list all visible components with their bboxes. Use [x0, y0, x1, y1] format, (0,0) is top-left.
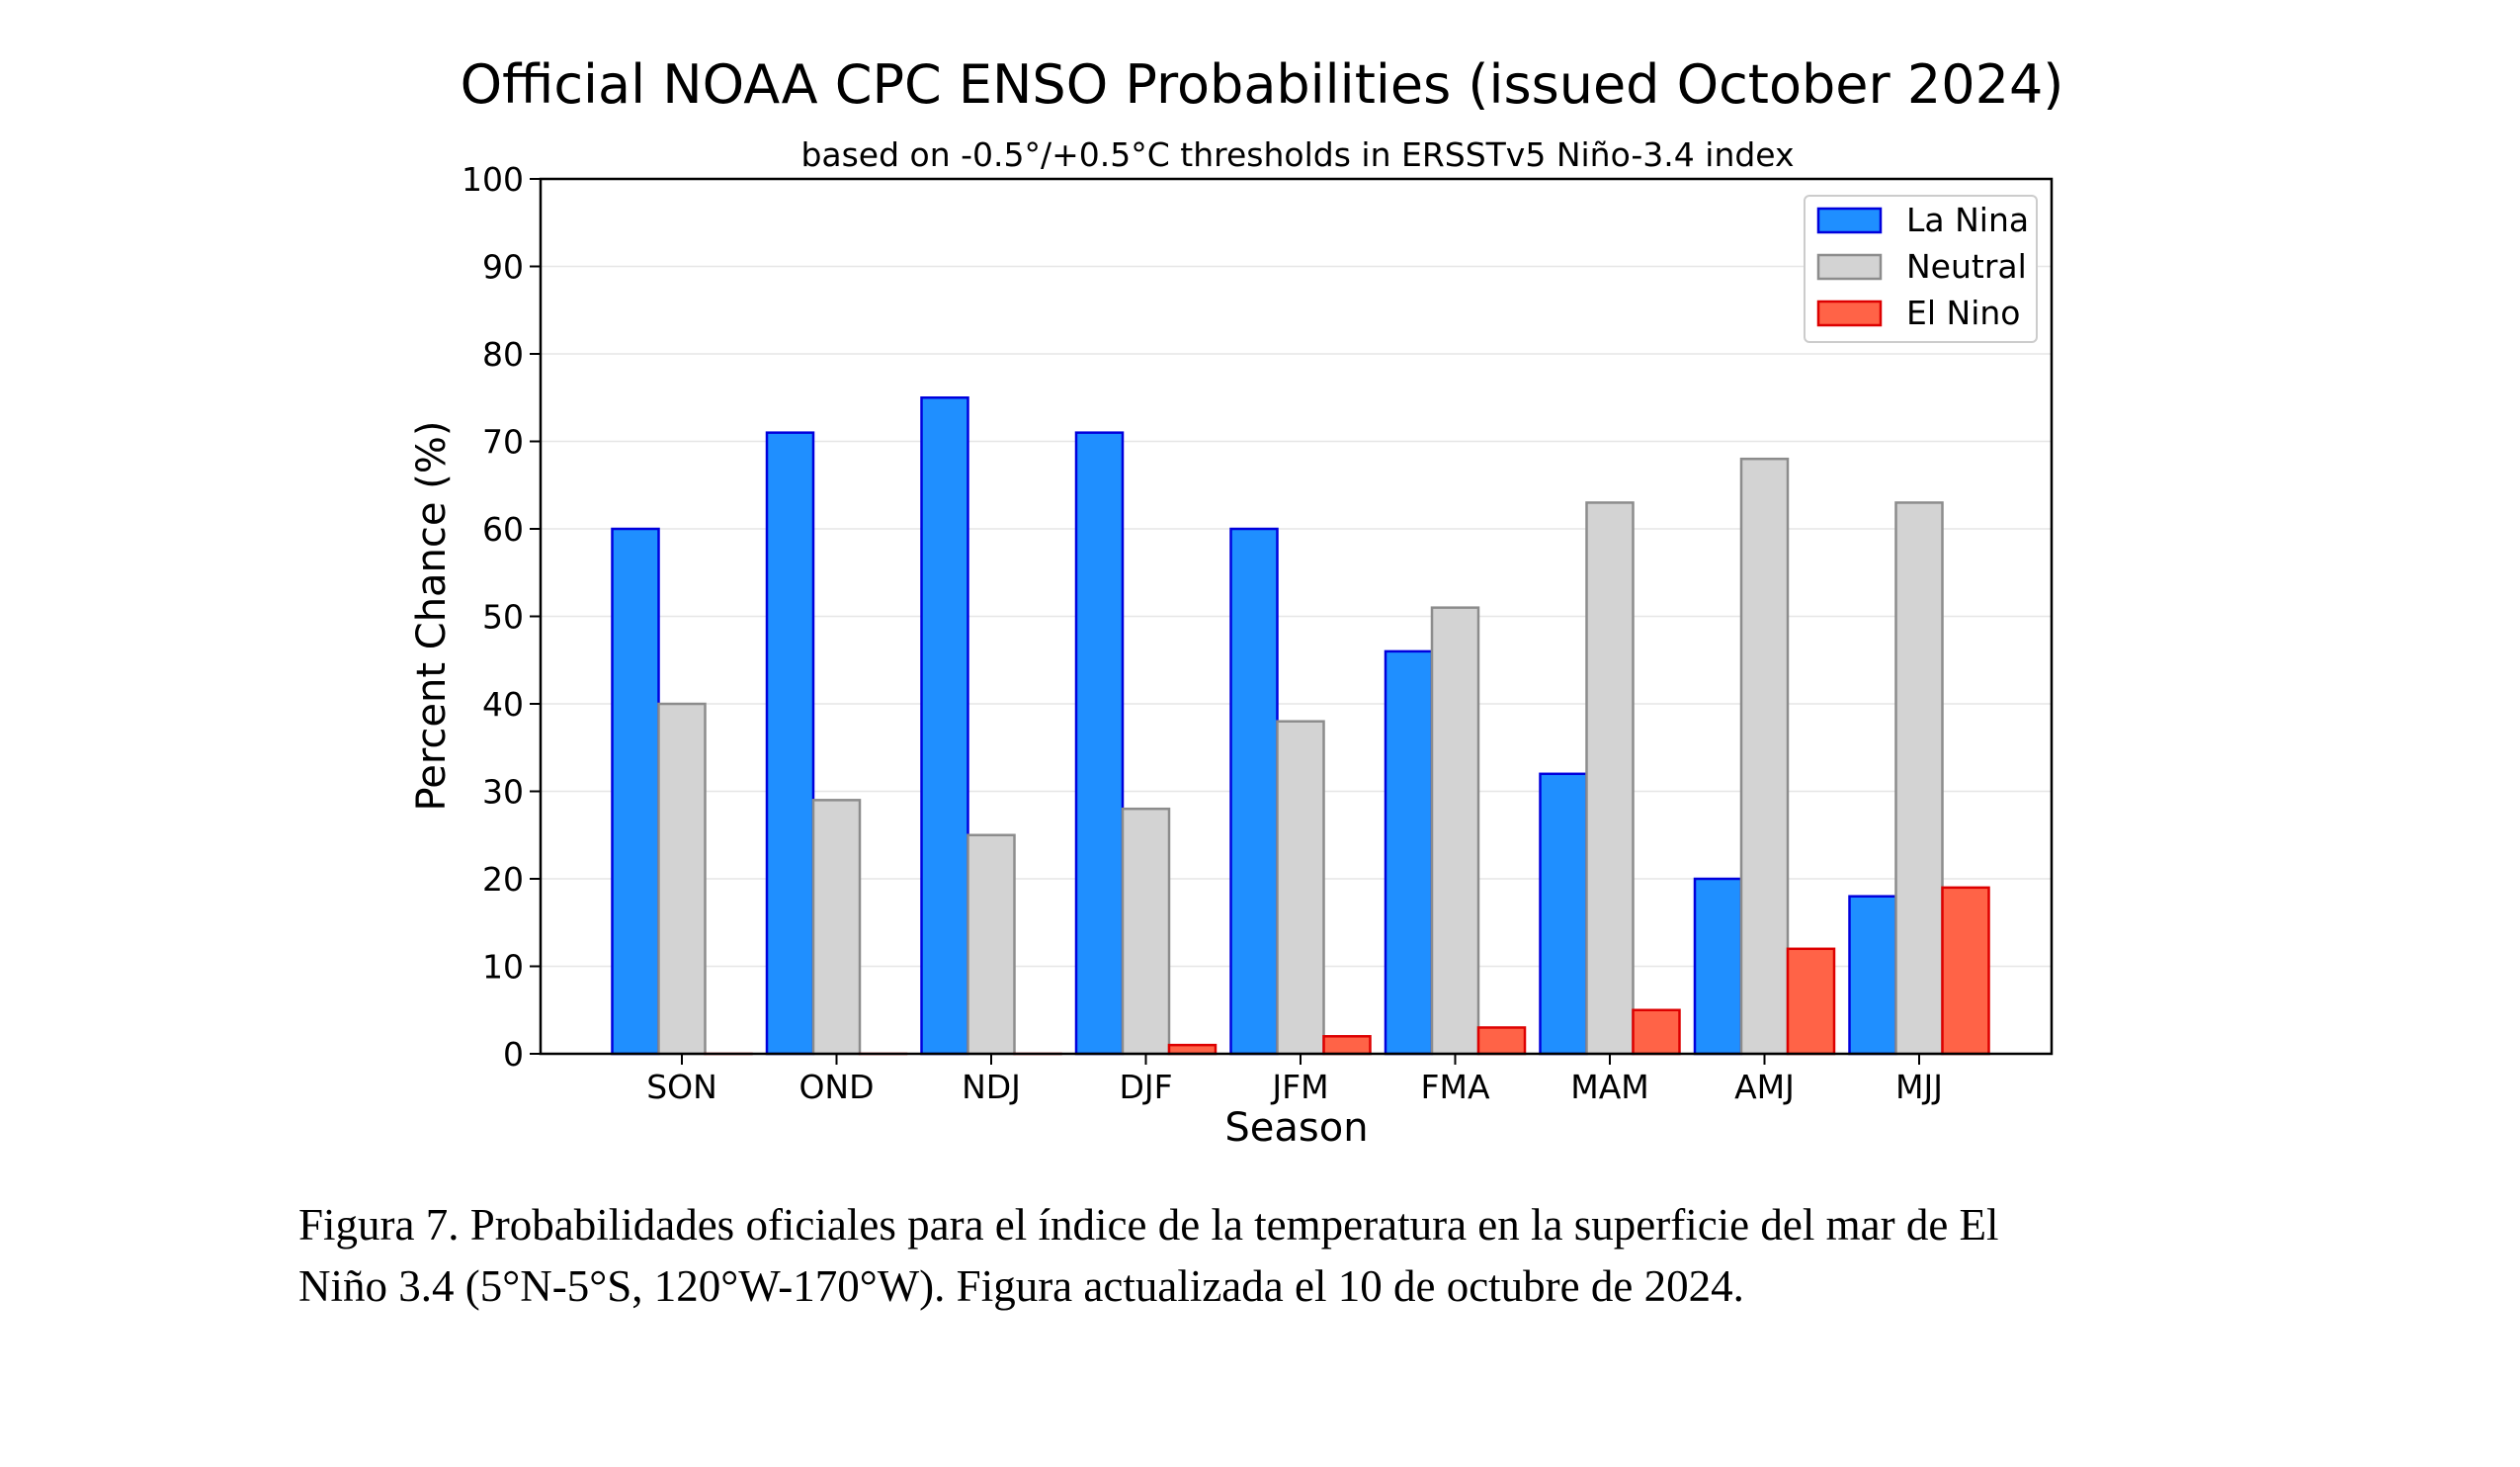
bar-la-nina-mam: [1539, 772, 1588, 1056]
x-tick-label: SON: [646, 1068, 717, 1106]
bar-la-nina-ndj: [920, 396, 969, 1056]
y-tick-label: 50: [482, 598, 524, 637]
legend-label: Neutral: [1906, 247, 2027, 286]
x-tick-label: NDJ: [962, 1068, 1021, 1106]
y-tick-label: 70: [482, 423, 524, 462]
bar-neutral-amj: [1739, 457, 1790, 1056]
y-tick-label: 10: [482, 948, 524, 987]
y-tick-label: 90: [482, 248, 524, 287]
legend-swatch: [1816, 253, 1883, 281]
caption-line-2: Niño 3.4 (5°N-5°S, 120°W-170°W). Figura …: [298, 1261, 1744, 1311]
bar-la-nina-fma: [1384, 649, 1434, 1056]
y-tick-label: 80: [482, 335, 524, 374]
enso-probability-chart: Official NOAA CPC ENSO Probabilities (is…: [409, 53, 2064, 1151]
bar-el-nino-mjj: [1941, 886, 1990, 1056]
bar-la-nina-mjj: [1848, 895, 1897, 1056]
bar-neutral-jfm: [1276, 720, 1325, 1056]
bar-el-nino-jfm: [1322, 1035, 1372, 1056]
bars: [611, 396, 1990, 1056]
x-tick-label: FMA: [1420, 1068, 1489, 1106]
legend-label: La Nina: [1906, 201, 2029, 239]
bar-neutral-ndj: [966, 833, 1016, 1056]
bar-la-nina-jfm: [1229, 527, 1279, 1056]
bar-la-nina-amj: [1693, 877, 1743, 1056]
x-axis: SON OND NDJ DJF JFM FMA MAM AMJ MJJ: [646, 1054, 1943, 1106]
bar-el-nino-amj: [1786, 947, 1836, 1056]
bar-la-nina-son: [611, 527, 660, 1056]
bar-neutral-mjj: [1894, 501, 1944, 1056]
bar-el-nino-djf: [1167, 1043, 1218, 1056]
bar-el-nino-fma: [1476, 1026, 1527, 1056]
y-axis-label: Percent Chance (%): [409, 421, 455, 812]
bar-neutral-mam: [1585, 501, 1635, 1056]
y-tick-label: 100: [462, 160, 524, 199]
x-tick-label: AMJ: [1734, 1068, 1795, 1106]
figure-caption: Figura 7. Probabilidades oficiales para …: [298, 1194, 2275, 1317]
caption-line-1: Figura 7. Probabilidades oficiales para …: [298, 1200, 1999, 1250]
y-tick-label: 30: [482, 773, 524, 812]
legend: La Nina Neutral El Nino: [1804, 195, 2038, 343]
x-tick-label: JFM: [1270, 1068, 1328, 1106]
y-tick-label: 60: [482, 510, 524, 549]
legend-swatch: [1816, 207, 1883, 234]
x-axis-label: Season: [1224, 1105, 1368, 1151]
x-tick-label: OND: [798, 1068, 874, 1106]
y-tick-label: 40: [482, 685, 524, 724]
bar-la-nina-djf: [1074, 431, 1125, 1056]
chart-title: Official NOAA CPC ENSO Probabilities (is…: [461, 53, 2064, 116]
x-tick-label: MAM: [1570, 1068, 1649, 1106]
bar-neutral-son: [657, 702, 707, 1056]
legend-label: El Nino: [1906, 294, 2020, 332]
y-tick-label: 0: [503, 1035, 524, 1074]
bar-neutral-fma: [1430, 606, 1480, 1056]
legend-swatch: [1816, 300, 1883, 327]
bar-el-nino-mam: [1632, 1008, 1681, 1056]
bar-la-nina-ond: [765, 431, 815, 1056]
x-tick-label: MJJ: [1895, 1068, 1943, 1106]
y-tick-label: 20: [482, 860, 524, 899]
bar-neutral-djf: [1121, 807, 1171, 1056]
bar-neutral-ond: [811, 799, 862, 1056]
chart-subtitle: based on -0.5°/+0.5°C thresholds in ERSS…: [800, 135, 1794, 174]
y-axis: 0 10 20 30 40 50 60 70 80 90 100: [462, 160, 541, 1074]
x-tick-label: DJF: [1119, 1068, 1172, 1106]
